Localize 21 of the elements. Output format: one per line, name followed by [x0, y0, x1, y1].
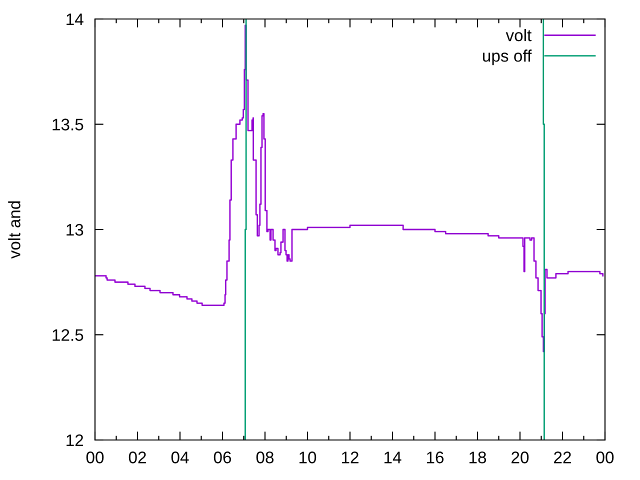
y-tick-label: 12.5: [52, 329, 84, 341]
x-tick-label: 22: [554, 452, 571, 464]
x-tick-label: 14: [384, 452, 402, 464]
y-tick-label: 13: [66, 224, 84, 236]
x-tick-label: 00: [86, 452, 104, 464]
x-tick-label: 02: [128, 452, 146, 464]
y-tick-label: 12: [66, 434, 84, 446]
x-tick-label: 20: [512, 452, 529, 464]
x-tick-label: 08: [256, 452, 274, 464]
x-tick-label: 04: [171, 452, 189, 464]
legend-label: volt: [506, 29, 532, 42]
x-tick-label: 00: [596, 452, 614, 464]
x-tick-label: 10: [300, 452, 316, 464]
x-tick-label: 12: [342, 452, 358, 464]
y-tick-label: 13.5: [52, 118, 84, 130]
legend-label: ups off: [483, 50, 532, 66]
x-tick-label: 06: [214, 452, 232, 464]
y-tick-label: 14: [66, 14, 84, 26]
x-tick-label: 18: [470, 452, 486, 464]
y-axis-title: volt and: [8, 201, 20, 259]
x-tick-label: 16: [427, 452, 444, 464]
